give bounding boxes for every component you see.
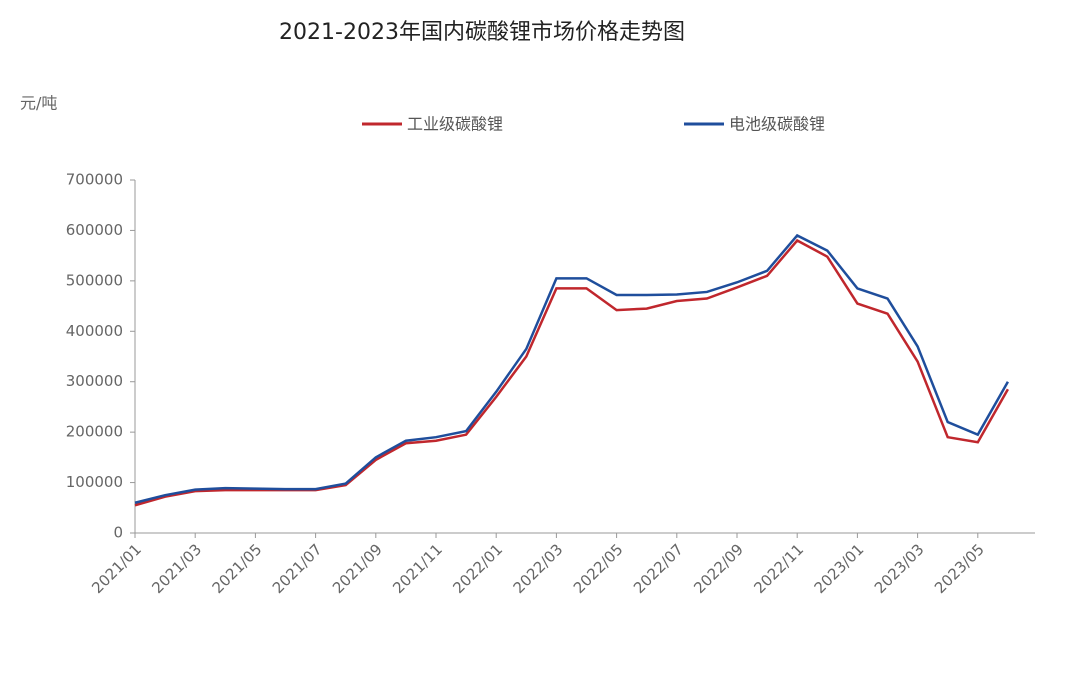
x-tick-label: 2022/05 [570, 540, 627, 597]
x-tick-label: 2023/05 [931, 540, 988, 597]
y-tick-label: 100000 [66, 473, 123, 491]
y-tick-label: 0 [113, 524, 123, 542]
y-tick-label: 700000 [66, 171, 123, 189]
y-tick-label: 200000 [66, 423, 123, 441]
legend: 工业级碳酸锂 电池级碳酸锂 [362, 115, 825, 134]
x-tick-label: 2022/11 [750, 540, 807, 597]
y-tick-label: 600000 [66, 221, 123, 239]
x-tick-label: 2021/01 [88, 540, 145, 597]
y-tick-label: 500000 [66, 271, 123, 289]
x-tick-label: 2023/03 [871, 540, 928, 597]
legend-label: 电池级碳酸锂 [729, 115, 825, 134]
x-tick-label: 2023/01 [811, 540, 868, 597]
x-tick-label: 2022/09 [690, 540, 747, 597]
y-tick-label: 300000 [66, 372, 123, 390]
x-tick-label: 2021/03 [148, 540, 205, 597]
chart-title: 2021-2023年国内碳酸锂市场价格走势图 [279, 20, 685, 45]
x-tick-label: 2021/09 [329, 540, 386, 597]
y-axis-label: 元/吨 [20, 94, 57, 113]
legend-label: 工业级碳酸锂 [407, 115, 503, 134]
line-series [134, 233, 1009, 504]
x-tick-label: 2021/07 [269, 540, 326, 597]
x-tick-label: 2021/05 [209, 540, 266, 597]
line-series [134, 238, 1009, 507]
x-tick-label: 2022/07 [630, 540, 687, 597]
x-tick-label: 2022/03 [510, 540, 567, 597]
x-tick-label: 2021/11 [389, 540, 446, 597]
x-tick-label: 2022/01 [449, 540, 506, 597]
y-tick-label: 400000 [66, 322, 123, 340]
